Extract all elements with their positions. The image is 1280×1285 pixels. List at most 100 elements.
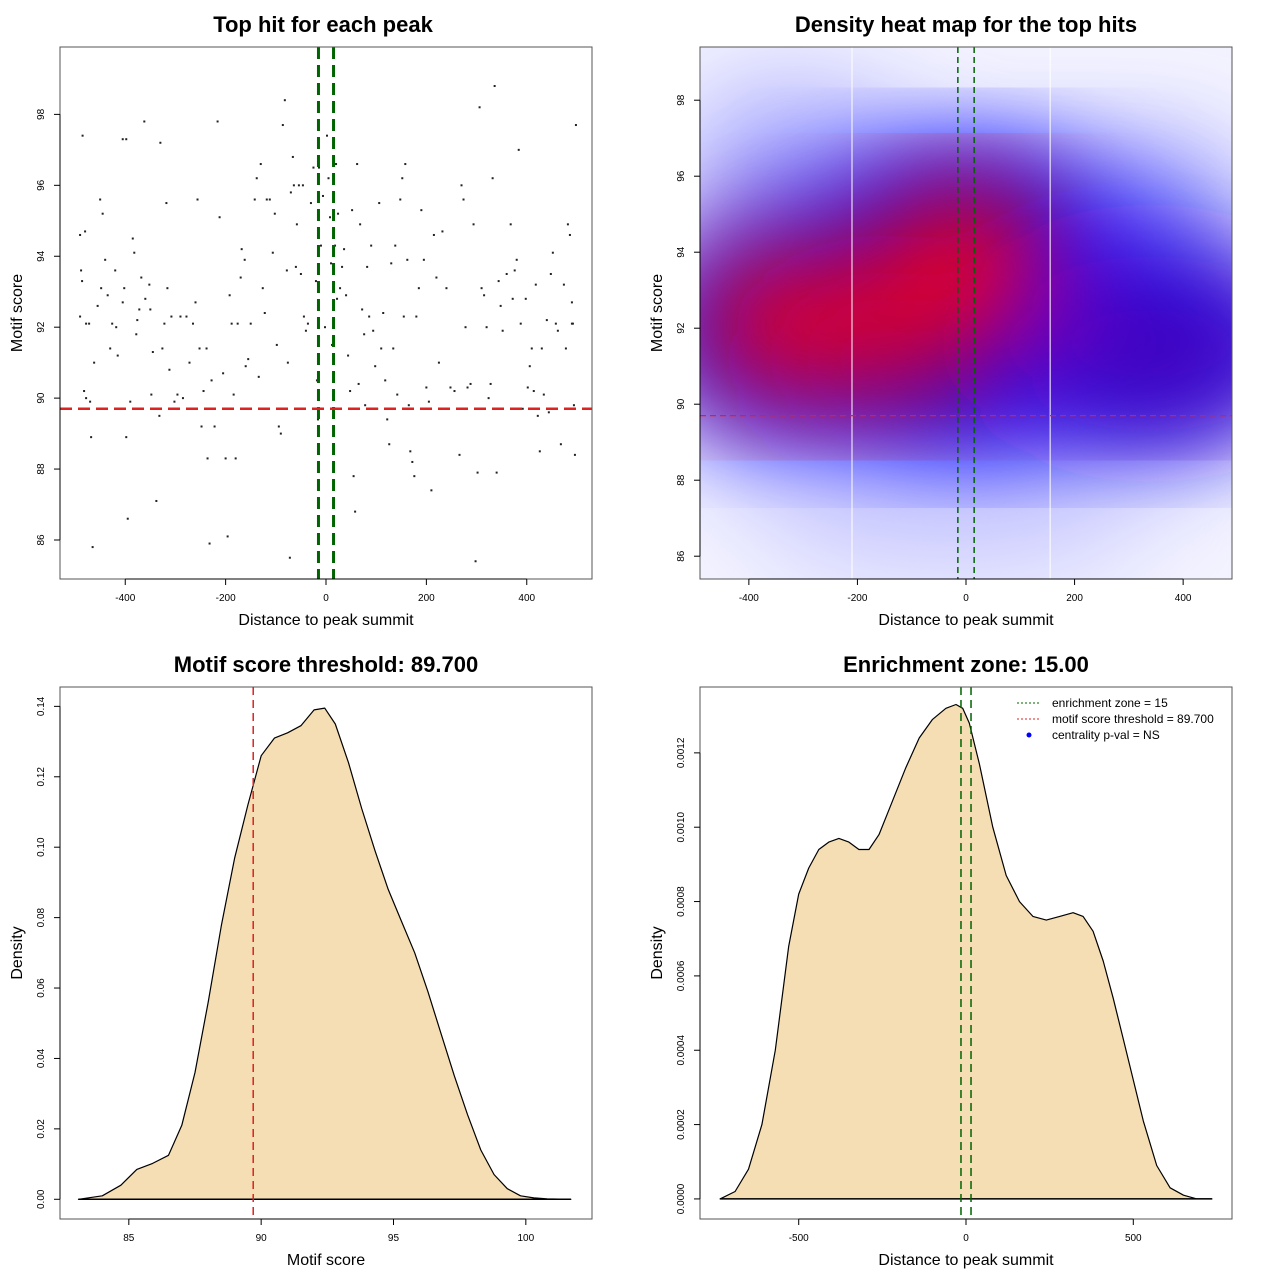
y-tick-label: 98 [676,94,687,106]
data-point [196,198,199,201]
data-point [359,223,362,226]
data-point [511,297,514,300]
data-point [559,443,562,446]
data-point [288,556,291,559]
chart-title: Top hit for each peak [213,12,433,37]
data-point [540,347,543,350]
data-point [513,269,516,272]
data-point [150,393,153,396]
data-point [85,397,88,400]
data-point [161,347,164,350]
data-point [149,308,152,311]
legend: enrichment zone = 15 motif score threshol… [1017,696,1214,742]
x-tick-label: 0 [323,593,329,604]
data-point [121,138,124,141]
data-point [316,418,319,421]
data-point [81,134,84,137]
data-point [176,393,179,396]
data-point [330,262,333,265]
data-point [292,184,295,187]
y-tick-label: 90 [676,398,687,410]
scatter-chart: Top hit for each peak -400 -200 0 200 400 86 8… [9,12,593,629]
data-point [136,319,139,322]
data-point [515,258,518,261]
distance-density-panel: Enrichment zone: 15.00 -500 0 500 0.0000 0.0… [640,640,1280,1280]
data-point [79,315,82,318]
data-point [370,244,373,247]
y-tick-label: 86 [676,550,687,562]
x-tick-label: -200 [216,593,236,604]
data-point [437,361,440,364]
data-point [394,244,397,247]
data-point [476,471,479,474]
data-point [151,351,154,354]
data-point [462,198,465,201]
data-point [206,457,209,460]
data-point [413,475,416,478]
data-point [96,304,99,307]
y-tick-label: 0.0012 [676,737,687,768]
y-tick-label: 86 [36,534,47,546]
data-point [240,248,243,251]
data-point [464,326,467,329]
data-point [499,304,502,307]
y-axis-label: Motif score [649,274,666,352]
legend-label: enrichment zone = 15 [1052,696,1168,710]
data-point [140,276,143,279]
data-point [571,322,574,325]
x-tick-label: 200 [418,593,435,604]
data-point [538,450,541,453]
data-point [411,460,414,463]
y-axis-label: Density [9,926,26,979]
axes: -400 -200 0 200 400 86 88 90 92 94 96 98 [36,108,536,604]
y-tick-label: 0.00 [36,1189,47,1209]
data-point [123,287,126,290]
y-tick-label: 0.02 [36,1119,47,1139]
data-point [188,361,191,364]
data-point [263,312,266,314]
data-point [384,379,387,382]
y-tick-label: 96 [36,179,47,191]
chart-title: Enrichment zone: 15.00 [843,652,1089,677]
data-point [573,453,576,456]
y-tick-label: 0.10 [36,837,47,857]
x-tick-label: 0 [963,593,969,604]
data-point [317,166,320,169]
data-point [249,322,252,325]
data-point [109,347,112,350]
data-point [194,301,197,304]
data-point [435,276,438,279]
data-point [192,322,194,325]
heatmap-field [700,47,1232,579]
data-point [407,404,410,407]
y-tick-label: 96 [676,170,687,182]
data-point [519,322,522,325]
x-tick-label: -400 [115,593,135,604]
data-point [549,272,552,275]
x-tick-label: 0 [963,1233,969,1244]
data-point [236,322,239,325]
data-point [487,397,490,400]
data-point [572,404,575,407]
data-point [121,301,124,304]
y-tick-label: 88 [36,463,47,475]
data-point [354,510,357,513]
data-point [337,212,340,215]
data-point [144,297,147,300]
y-tick-label: 0.04 [36,1048,47,1068]
data-point [125,436,128,439]
data-point [165,202,168,205]
data-point [501,329,504,332]
heatmap-panel: Density heat map for the top hits -400 -2… [640,0,1280,640]
y-tick-label: 0.0004 [676,1035,687,1066]
axes: -500 0 500 0.0000 0.0002 0.0004 0.0006 0.0008 0.… [676,737,1142,1244]
data-point [131,237,134,240]
x-tick-label: 500 [1125,1233,1142,1244]
data-point [554,322,557,325]
x-tick-label: 400 [518,593,535,604]
data-point [366,265,369,268]
data-point [432,233,435,236]
data-point [483,294,486,297]
data-point [265,198,268,201]
data-point [319,244,322,247]
